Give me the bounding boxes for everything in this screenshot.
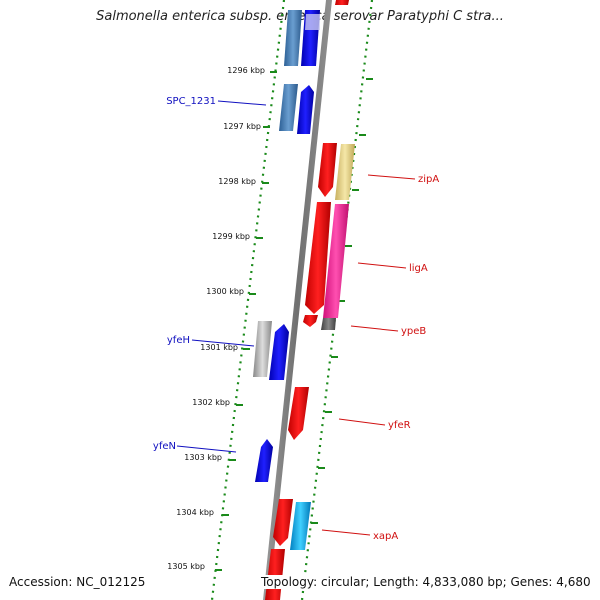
- gene-xapa-red: [273, 499, 293, 546]
- kbp-labels: 1296 kbp 1297 kbp 1298 kbp 1299 kbp 1300…: [167, 66, 265, 571]
- tick-label-1296: 1296 kbp: [227, 66, 265, 75]
- tick-label-1299: 1299 kbp: [212, 232, 250, 241]
- gene-zipa-red: [318, 143, 337, 197]
- gene-yfeh-gray: [253, 321, 272, 377]
- callout-lines: [176, 100, 416, 536]
- tick-label-1302: 1302 kbp: [192, 398, 230, 407]
- genome-backbone: [263, 0, 332, 600]
- gene-label-ypeb: ypeB: [401, 326, 426, 337]
- tick-label-1303: 1303 kbp: [184, 453, 222, 462]
- tick-label-1298: 1298 kbp: [218, 177, 256, 186]
- gene-label-zipa: zipA: [418, 174, 439, 185]
- gene-liga-red: [305, 202, 331, 314]
- tick-label-1300: 1300 kbp: [206, 287, 244, 296]
- gene-ypeb-red: [303, 315, 318, 327]
- gene-reverse-steel-top: [284, 10, 302, 66]
- tick-label-1304: 1304 kbp: [176, 508, 214, 517]
- gene-yfeh-blue: [269, 324, 289, 380]
- gene-label-xapa: xapA: [373, 531, 398, 542]
- gene-label-yfer: yfeR: [388, 420, 411, 431]
- gene-label-liga: ligA: [409, 263, 428, 274]
- forward-strand-genes[interactable]: [265, 0, 355, 600]
- topology-summary: Topology: circular; Length: 4,833,080 bp…: [258, 575, 591, 589]
- gene-zipa-tan: [335, 144, 355, 200]
- tick-label-1297: 1297 kbp: [223, 122, 261, 131]
- gene-yfer-red: [288, 387, 309, 440]
- gene-spc1231-blue: [297, 85, 314, 134]
- gene-label-yfen: yfeN: [153, 441, 176, 452]
- accession-label: Accession: NC_012125: [9, 575, 146, 589]
- gene-reverse-lavender-top: [305, 14, 320, 30]
- gene-yfen-blue: [255, 439, 273, 482]
- gene-liga-pink: [323, 204, 349, 318]
- kbp-tick-marks: [215, 71, 277, 571]
- gene-label-yfeh: yfeH: [167, 335, 190, 346]
- gene-spc1231-steel: [279, 84, 298, 131]
- gene-xapa-cyan: [290, 502, 311, 550]
- gene-forward-top: [335, 0, 349, 5]
- inner-dotted-track: [210, 0, 286, 600]
- gene-labels[interactable]: SPC_1231 zipA ligA ypeB yfeH yfeR yfeN x…: [153, 96, 439, 542]
- reverse-strand-genes[interactable]: [253, 10, 320, 482]
- gene-ypeb-dark: [321, 318, 336, 330]
- tick-label-1301: 1301 kbp: [200, 343, 238, 352]
- tick-label-1305: 1305 kbp: [167, 562, 205, 571]
- gene-label-spc1231: SPC_1231: [166, 96, 216, 107]
